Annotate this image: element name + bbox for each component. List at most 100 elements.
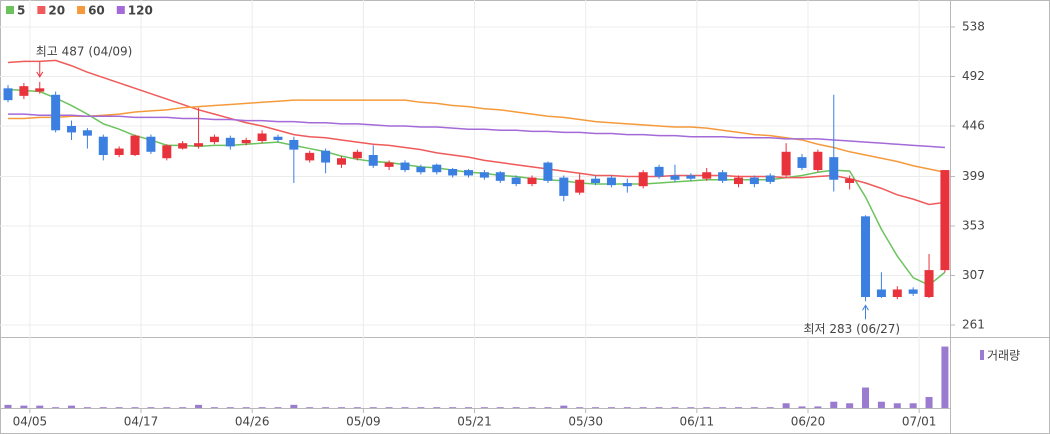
x-tick-label: 04/05 xyxy=(13,415,48,429)
x-tick-label: 05/30 xyxy=(568,415,603,429)
candle-body xyxy=(384,162,394,167)
volume-bar xyxy=(766,407,774,408)
candle-body xyxy=(527,177,537,185)
candle-body xyxy=(114,148,124,156)
volume-bar xyxy=(782,403,790,408)
candle-body xyxy=(781,151,791,176)
candle-body xyxy=(686,175,696,179)
candle-body xyxy=(797,157,807,168)
candle-body xyxy=(924,270,934,298)
candle-body xyxy=(908,289,918,294)
candle-body xyxy=(273,136,283,140)
volume-bar xyxy=(163,407,171,408)
y-tick-label: 307 xyxy=(962,268,985,282)
y-tick-label: 492 xyxy=(962,69,985,83)
candle-body xyxy=(940,170,950,271)
candle-body xyxy=(98,136,108,156)
candle-body xyxy=(733,177,743,185)
volume-bar xyxy=(417,407,425,408)
volume-bar xyxy=(36,405,44,408)
volume-bar xyxy=(814,406,822,408)
candle-body xyxy=(749,177,759,185)
candle-body xyxy=(416,166,426,173)
candle-body xyxy=(400,162,410,171)
legend-swatch xyxy=(116,6,125,14)
candle-body xyxy=(622,182,632,187)
candle-body xyxy=(511,177,521,185)
volume-bar xyxy=(195,404,203,408)
candle-body xyxy=(51,94,61,131)
y-tick-label: 353 xyxy=(962,219,985,233)
volume-bar xyxy=(179,407,187,408)
volume-bar xyxy=(401,407,409,408)
volume-bar xyxy=(862,387,870,408)
volume-bar xyxy=(544,407,552,408)
candle-body xyxy=(654,166,664,177)
volume-bar xyxy=(274,407,282,408)
candle-body xyxy=(336,158,346,165)
volume-bar xyxy=(877,401,885,408)
x-tick-label: 05/09 xyxy=(346,415,381,429)
candle-body xyxy=(178,143,188,149)
volume-bar xyxy=(83,407,91,408)
volume-bar xyxy=(68,405,76,408)
volume-bar xyxy=(353,407,361,408)
volume-bar xyxy=(909,403,917,408)
volume-label: 거래량 xyxy=(987,349,1020,363)
candle-body xyxy=(432,164,442,173)
candle-body xyxy=(194,143,204,147)
ma-line xyxy=(8,113,945,149)
candle-body xyxy=(702,172,712,179)
candle-body xyxy=(861,216,871,298)
volume-bar xyxy=(607,407,615,408)
candle-body xyxy=(146,136,156,152)
volume-bar xyxy=(512,407,520,408)
candle-body xyxy=(829,157,839,180)
candle-body xyxy=(241,139,251,144)
candle-body xyxy=(892,289,902,298)
volume-bar xyxy=(449,407,457,408)
candle-body xyxy=(257,133,267,142)
low-arrow-head xyxy=(862,304,869,311)
volume-legend-swatch xyxy=(980,350,984,360)
volume-bar xyxy=(750,407,758,408)
y-tick-label: 399 xyxy=(962,169,985,183)
candle-body xyxy=(352,151,362,159)
volume-bar xyxy=(52,407,60,408)
volume-bar xyxy=(306,407,314,408)
volume-bar xyxy=(719,407,727,408)
volume-bar xyxy=(893,403,901,408)
candle-body xyxy=(3,88,13,101)
legend-swatch xyxy=(6,6,14,14)
legend-label: 120 xyxy=(128,4,153,18)
candle-body xyxy=(638,172,648,187)
volume-bar xyxy=(290,404,298,408)
volume-bar xyxy=(576,407,584,408)
candle-body xyxy=(82,130,92,136)
ma-line xyxy=(7,59,946,206)
high-annotation: 최고 487 (04/09) xyxy=(36,44,133,58)
candle-body xyxy=(368,155,378,166)
legend-label: 20 xyxy=(48,4,65,18)
volume-bar xyxy=(925,396,933,408)
volume-bar xyxy=(147,407,155,408)
y-tick-label: 446 xyxy=(962,118,985,132)
volume-bar xyxy=(496,407,504,408)
candle-body xyxy=(543,162,553,181)
candle-body xyxy=(765,175,775,182)
volume-bar xyxy=(4,404,12,408)
candle-body xyxy=(718,172,728,181)
ma-line xyxy=(7,88,946,287)
candle-body xyxy=(559,177,569,196)
volume-bar xyxy=(798,406,806,408)
volume-bar xyxy=(639,407,647,408)
y-tick-label: 261 xyxy=(962,317,985,331)
volume-bar xyxy=(322,407,330,408)
candle-body xyxy=(479,172,489,178)
volume-bar xyxy=(671,407,679,408)
x-tick-label: 06/20 xyxy=(791,415,826,429)
x-tick-label: 07/01 xyxy=(902,415,937,429)
legend-swatch xyxy=(77,6,86,14)
